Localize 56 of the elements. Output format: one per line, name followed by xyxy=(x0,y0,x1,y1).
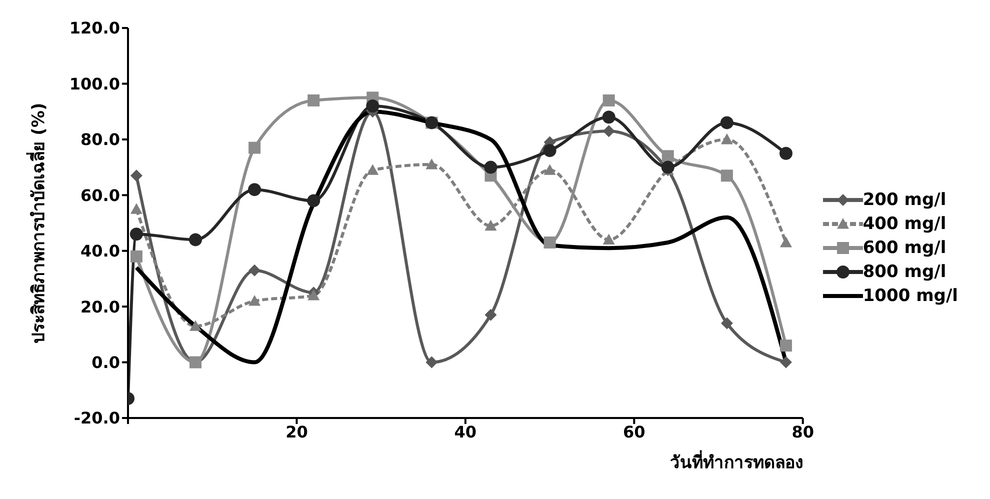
y-tick-label: 100.0 xyxy=(69,74,120,94)
point xyxy=(662,150,674,162)
point xyxy=(780,356,792,368)
point xyxy=(484,160,498,174)
point xyxy=(248,183,262,196)
point xyxy=(130,203,142,214)
point xyxy=(248,264,261,276)
y-tick-label: 80.0 xyxy=(80,130,120,150)
x-axis-title: วันที่ทำการทดลอง xyxy=(670,450,803,473)
point xyxy=(130,170,142,182)
point xyxy=(780,236,792,248)
point xyxy=(720,133,733,144)
point xyxy=(426,158,438,170)
point xyxy=(602,94,615,106)
point xyxy=(543,144,556,158)
legend-label: 1000 mg/l xyxy=(862,286,958,306)
point xyxy=(308,289,320,300)
y-tick-label: 120.0 xyxy=(69,18,120,38)
y-axis-title: ประสิทธิภาพการบำบัดเฉลี่ย (%) xyxy=(26,102,50,344)
point xyxy=(484,220,497,231)
point xyxy=(602,125,615,138)
y-tick-label: 60.0 xyxy=(80,186,120,205)
point xyxy=(248,142,261,154)
legend-label: 200 mg/l xyxy=(862,190,946,210)
x-tick-label: 80 xyxy=(792,422,814,442)
point xyxy=(720,317,733,330)
point xyxy=(779,146,792,160)
y-tick-label: 40.0 xyxy=(80,242,120,261)
x-tick-label: 60 xyxy=(623,422,646,442)
x-tick-label: 40 xyxy=(454,422,477,442)
point xyxy=(720,116,734,130)
point xyxy=(602,110,616,124)
legend-label: 800 mg/l xyxy=(862,262,946,282)
y-tick-label: -20.0 xyxy=(74,408,120,428)
point xyxy=(426,356,438,368)
point xyxy=(366,164,379,175)
point xyxy=(661,160,674,174)
point xyxy=(720,170,733,182)
point xyxy=(366,100,380,112)
legend-label: 400 mg/l xyxy=(862,214,946,234)
point xyxy=(484,308,497,321)
point xyxy=(189,320,202,331)
point xyxy=(130,250,142,262)
x-tick-label: 20 xyxy=(286,422,308,442)
point xyxy=(780,340,792,352)
point xyxy=(544,236,556,248)
y-tick-label: 20.0 xyxy=(80,297,120,316)
point xyxy=(307,194,320,208)
point xyxy=(308,94,320,106)
y-tick-label: 0.0 xyxy=(92,352,120,372)
point xyxy=(602,234,615,245)
point xyxy=(248,295,261,306)
point xyxy=(188,233,202,246)
point xyxy=(544,164,556,175)
legend-label: 600 mg/l xyxy=(862,238,946,258)
point xyxy=(130,228,143,241)
